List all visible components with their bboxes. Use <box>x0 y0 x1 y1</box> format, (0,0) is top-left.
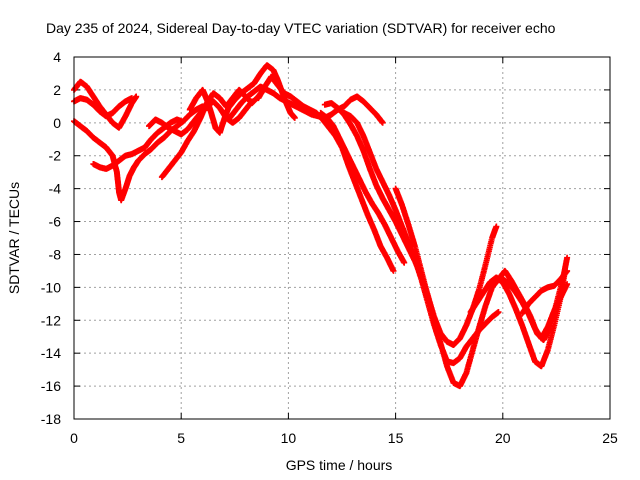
x-tick-label: 0 <box>70 430 78 446</box>
y-tick-label: -2 <box>49 148 62 164</box>
plot-frame <box>73 56 611 420</box>
x-tick-label: 20 <box>495 430 511 446</box>
y-tick-label: -10 <box>41 279 61 295</box>
y-tick-label: -4 <box>49 181 62 197</box>
tick-label-layer: 0 5 10 15 20 25 -18 -16 -14 -12 -10 -8 -6 -4 -2 0 2 4 <box>41 49 618 446</box>
y-tick-label: 0 <box>53 115 61 131</box>
series-track-10 <box>317 109 408 266</box>
series-track-4 <box>90 116 185 172</box>
y-tick-label: 4 <box>53 49 61 65</box>
y-tick-label: 2 <box>53 82 61 98</box>
x-tick-label: 5 <box>177 430 185 446</box>
y-tick-label: -6 <box>49 214 62 230</box>
data-layer <box>71 62 571 390</box>
series-track-9 <box>255 73 397 274</box>
chart-title: Day 235 of 2024, Sidereal Day-to-day VTE… <box>46 20 556 36</box>
x-tick-label: 10 <box>281 430 297 446</box>
x-tick-label: 15 <box>388 430 404 446</box>
y-tick-label: -12 <box>41 312 61 328</box>
y-axis-label: SDTVAR / TECUs <box>6 182 22 294</box>
series-track-16 <box>519 267 571 317</box>
x-tick-label: 25 <box>602 430 618 446</box>
y-tick-label: -16 <box>41 378 61 394</box>
y-tick-label: -14 <box>41 345 61 361</box>
y-tick-label: -18 <box>41 411 61 427</box>
y-tick-label: -8 <box>49 246 62 262</box>
x-axis-label: GPS time / hours <box>286 457 393 473</box>
